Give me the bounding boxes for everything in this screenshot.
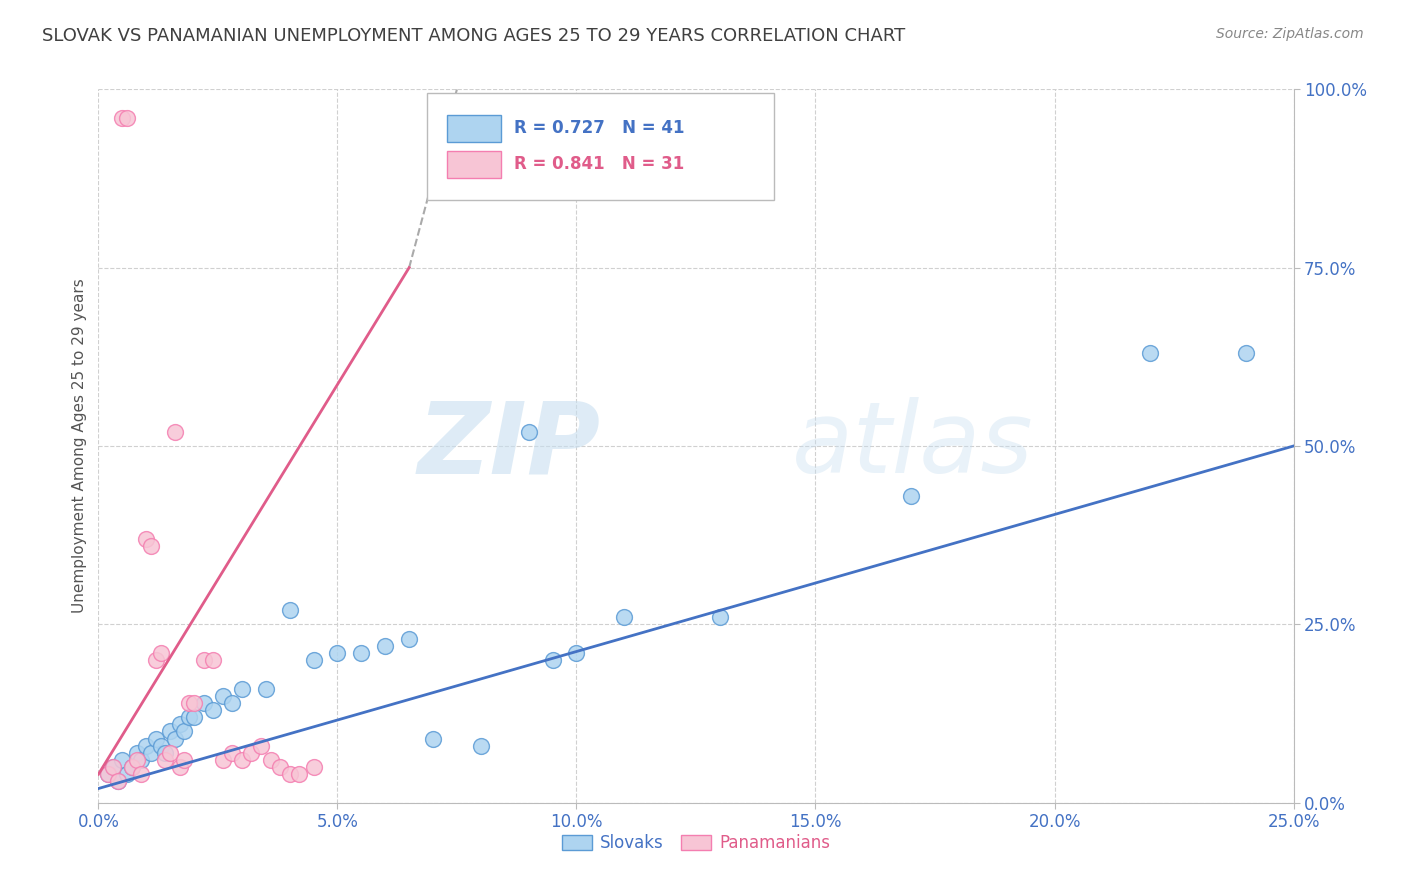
Point: [269, 760, 291, 774]
Point: [302, 760, 325, 774]
Point: [179, 696, 201, 710]
Point: [125, 753, 148, 767]
Point: [121, 760, 143, 774]
Point: [422, 731, 444, 746]
Point: [326, 646, 349, 660]
Point: [231, 681, 253, 696]
Point: [97, 767, 120, 781]
Point: [374, 639, 396, 653]
Point: [470, 739, 492, 753]
Point: [254, 681, 277, 696]
Point: [159, 746, 181, 760]
Point: [145, 731, 167, 746]
Point: [278, 767, 301, 781]
Point: [169, 717, 191, 731]
Point: [302, 653, 325, 667]
FancyBboxPatch shape: [427, 93, 773, 200]
Point: [107, 774, 129, 789]
Point: [900, 489, 922, 503]
Point: [709, 610, 731, 624]
Legend: Slovaks, Panamanians: Slovaks, Panamanians: [555, 828, 837, 859]
Point: [173, 724, 195, 739]
Point: [111, 753, 134, 767]
Text: R = 0.841   N = 31: R = 0.841 N = 31: [515, 155, 685, 173]
Text: R = 0.727   N = 41: R = 0.727 N = 41: [515, 120, 685, 137]
Point: [111, 111, 134, 125]
Text: SLOVAK VS PANAMANIAN UNEMPLOYMENT AMONG AGES 25 TO 29 YEARS CORRELATION CHART: SLOVAK VS PANAMANIAN UNEMPLOYMENT AMONG …: [42, 27, 905, 45]
Point: [221, 696, 243, 710]
Point: [211, 753, 233, 767]
Y-axis label: Unemployment Among Ages 25 to 29 years: Unemployment Among Ages 25 to 29 years: [72, 278, 87, 614]
Point: [1139, 346, 1161, 360]
Point: [398, 632, 420, 646]
Text: Source: ZipAtlas.com: Source: ZipAtlas.com: [1216, 27, 1364, 41]
Point: [231, 753, 253, 767]
Point: [149, 646, 172, 660]
Point: [259, 753, 281, 767]
Point: [135, 532, 157, 546]
Point: [250, 739, 273, 753]
Point: [149, 739, 172, 753]
Point: [145, 653, 167, 667]
Point: [1234, 346, 1257, 360]
Point: [169, 760, 191, 774]
Point: [155, 746, 177, 760]
FancyBboxPatch shape: [447, 115, 501, 142]
Point: [139, 746, 162, 760]
Point: [115, 767, 138, 781]
Point: [125, 746, 148, 760]
Text: atlas: atlas: [792, 398, 1033, 494]
Point: [183, 710, 205, 724]
Point: [193, 653, 215, 667]
Point: [211, 689, 233, 703]
Point: [131, 753, 153, 767]
Point: [101, 760, 124, 774]
Point: [121, 760, 143, 774]
Point: [173, 753, 195, 767]
Point: [101, 760, 124, 774]
Point: [202, 703, 225, 717]
Point: [163, 425, 186, 439]
Point: [221, 746, 243, 760]
Point: [517, 425, 540, 439]
Point: [163, 731, 186, 746]
Point: [159, 724, 181, 739]
Point: [183, 696, 205, 710]
FancyBboxPatch shape: [447, 151, 501, 178]
Point: [350, 646, 373, 660]
Point: [139, 539, 162, 553]
Point: [97, 767, 120, 781]
Point: [135, 739, 157, 753]
Point: [155, 753, 177, 767]
Point: [202, 653, 225, 667]
Point: [115, 111, 138, 125]
Point: [240, 746, 263, 760]
Point: [541, 653, 564, 667]
Point: [288, 767, 311, 781]
Text: ZIP: ZIP: [418, 398, 600, 494]
Point: [179, 710, 201, 724]
Point: [613, 610, 636, 624]
Point: [193, 696, 215, 710]
Point: [565, 646, 588, 660]
Point: [131, 767, 153, 781]
Point: [278, 603, 301, 617]
Point: [107, 774, 129, 789]
